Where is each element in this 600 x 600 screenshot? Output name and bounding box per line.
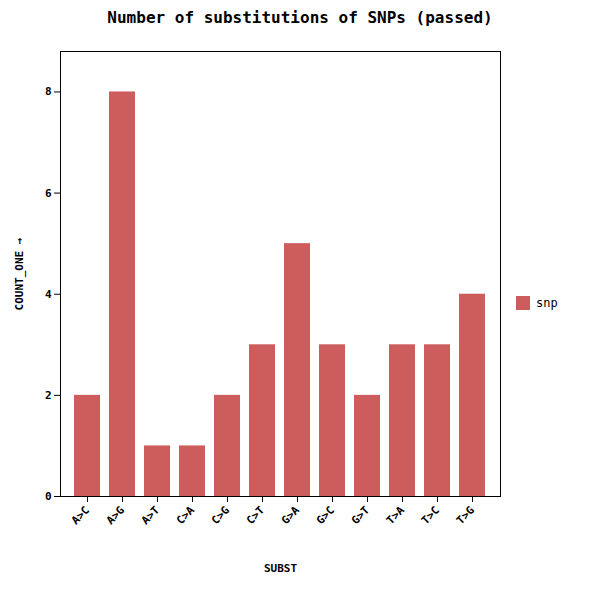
svg-text:G>A: G>A <box>279 503 303 527</box>
html-text:Number of substitutions of SNP: Number of substitutions of SNPs (passed) <box>107 8 493 27</box>
svg-text:SUBST: SUBST <box>264 562 297 575</box>
svg-text:0: 0 <box>45 490 52 503</box>
svg-text:G>T: G>T <box>349 503 373 527</box>
svg-text:T>G: T>G <box>454 503 478 527</box>
svg-text:2: 2 <box>45 389 52 402</box>
svg-text:C>T: C>T <box>244 503 268 527</box>
svg-text:C>G: C>G <box>209 503 233 527</box>
svg-text:4: 4 <box>45 288 52 301</box>
svg-text:G>C: G>C <box>314 504 337 527</box>
svg-text:A>T: A>T <box>139 503 163 527</box>
svg-text:A>G: A>G <box>104 503 128 527</box>
svg-text:COUNT_ONE →: COUNT_ONE → <box>13 237 26 310</box>
svg-text:8: 8 <box>45 85 52 98</box>
svg-text:C>A: C>A <box>174 503 198 527</box>
svg-text:A>C: A>C <box>69 504 92 527</box>
html-text:snp: snp <box>536 296 558 310</box>
svg-text:T>A: T>A <box>384 503 408 527</box>
svg-text:T>C: T>C <box>419 504 442 527</box>
svg-text:6: 6 <box>45 187 52 200</box>
